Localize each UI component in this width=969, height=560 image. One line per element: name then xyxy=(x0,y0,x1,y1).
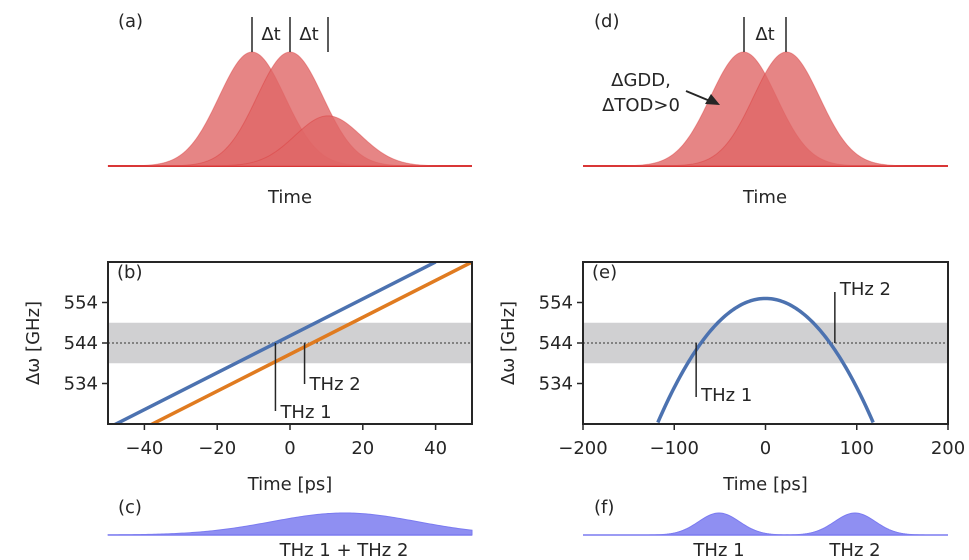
thz2-label-f: THz 2 xyxy=(828,540,880,560)
x-tick-label-b: 0 xyxy=(284,438,295,459)
ylabel-e: Δω [GHz] xyxy=(498,301,519,385)
xlabel-a: Time xyxy=(267,187,312,208)
panel-label-f: (f) xyxy=(594,497,614,518)
x-tick-label-e: −200 xyxy=(558,438,607,459)
pulse-2-d xyxy=(583,51,948,167)
thz2-label-e: THz 2 xyxy=(839,279,891,300)
panel-label-b: (b) xyxy=(117,262,142,283)
thz1-label-e: THz 1 xyxy=(700,385,752,406)
thz-sum-pulse-c xyxy=(107,512,473,536)
xlabel-e: Time [ps] xyxy=(722,474,808,495)
x-tick-label-b: 40 xyxy=(424,438,447,459)
x-tick-label-e: 100 xyxy=(840,438,874,459)
frequency-band-e xyxy=(583,322,948,364)
xlabel-d: Time xyxy=(742,187,787,208)
thz-pulse-2-f xyxy=(583,512,948,536)
delta-t-label-d: Δt xyxy=(755,24,774,45)
delta-t-label-2-a: Δt xyxy=(299,24,318,45)
y-tick-label-e: 534 xyxy=(539,374,573,395)
series-blue-e xyxy=(656,296,875,424)
panel-label-c: (c) xyxy=(118,497,142,518)
delta-t-label-1-a: Δt xyxy=(261,24,280,45)
x-tick-label-b: 20 xyxy=(351,438,374,459)
x-tick-label-b: −20 xyxy=(198,438,236,459)
ylabel-b: Δω [GHz] xyxy=(23,301,44,385)
y-tick-label-b: 554 xyxy=(64,293,98,314)
delta-tod-label: ΔTOD>0 xyxy=(602,95,680,116)
x-tick-label-e: −100 xyxy=(650,438,699,459)
arrow-shaft xyxy=(685,90,711,102)
series-blue-b xyxy=(112,262,437,424)
plot-area-b xyxy=(108,262,472,424)
arrow-head xyxy=(705,94,720,105)
delta-gdd-label: ΔGDD, xyxy=(611,70,671,91)
pulse-3-a xyxy=(108,115,472,167)
xlabel-b: Time [ps] xyxy=(247,474,333,495)
plot-area-e xyxy=(583,296,948,424)
y-tick-label-e: 544 xyxy=(539,333,573,354)
y-tick-label-b: 544 xyxy=(64,333,98,354)
thz-sum-label: THz 1 + THz 2 xyxy=(279,540,409,560)
thz2-label-b: THz 2 xyxy=(309,374,361,395)
y-tick-label-b: 534 xyxy=(64,374,98,395)
x-tick-label-b: −40 xyxy=(125,438,163,459)
panel-label-d: (d) xyxy=(594,11,619,32)
x-tick-label-e: 0 xyxy=(760,438,771,459)
panel-label-a: (a) xyxy=(118,11,143,32)
x-tick-label-e: 200 xyxy=(931,438,965,459)
series-orange-b xyxy=(148,262,472,424)
thz1-label-b: THz 1 xyxy=(279,402,331,423)
y-tick-label-e: 554 xyxy=(539,293,573,314)
panel-label-e: (e) xyxy=(592,262,617,283)
thz1-label-f: THz 1 xyxy=(692,540,744,560)
